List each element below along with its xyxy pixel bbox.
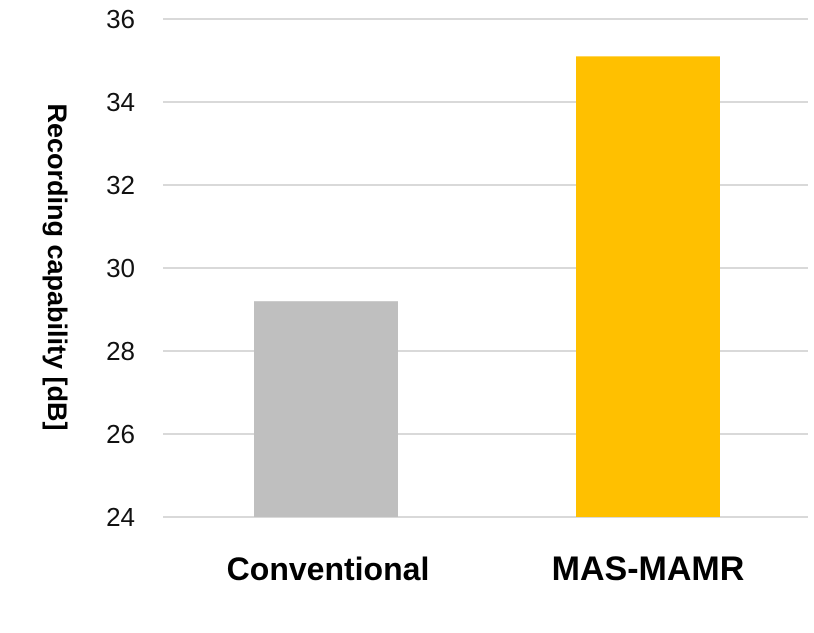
y-tick-label: 32 bbox=[106, 170, 135, 200]
x-axis-categories: Conventional MAS-MAMR bbox=[227, 550, 745, 588]
bars bbox=[254, 56, 720, 517]
y-axis-label: Recording capability [dB] bbox=[42, 103, 72, 430]
y-axis-ticks: 24 26 28 30 32 34 36 bbox=[106, 4, 135, 532]
y-tick-label: 30 bbox=[106, 253, 135, 283]
y-tick-label: 36 bbox=[106, 4, 135, 34]
y-tick-label: 24 bbox=[106, 502, 135, 532]
y-tick-label: 28 bbox=[106, 336, 135, 366]
bar-conventional bbox=[254, 301, 398, 517]
x-category-label: Conventional bbox=[227, 551, 430, 587]
y-tick-label: 26 bbox=[106, 419, 135, 449]
y-tick-label: 34 bbox=[106, 87, 135, 117]
x-category-label: MAS-MAMR bbox=[552, 550, 745, 588]
bar-mas-mamr bbox=[576, 56, 720, 517]
